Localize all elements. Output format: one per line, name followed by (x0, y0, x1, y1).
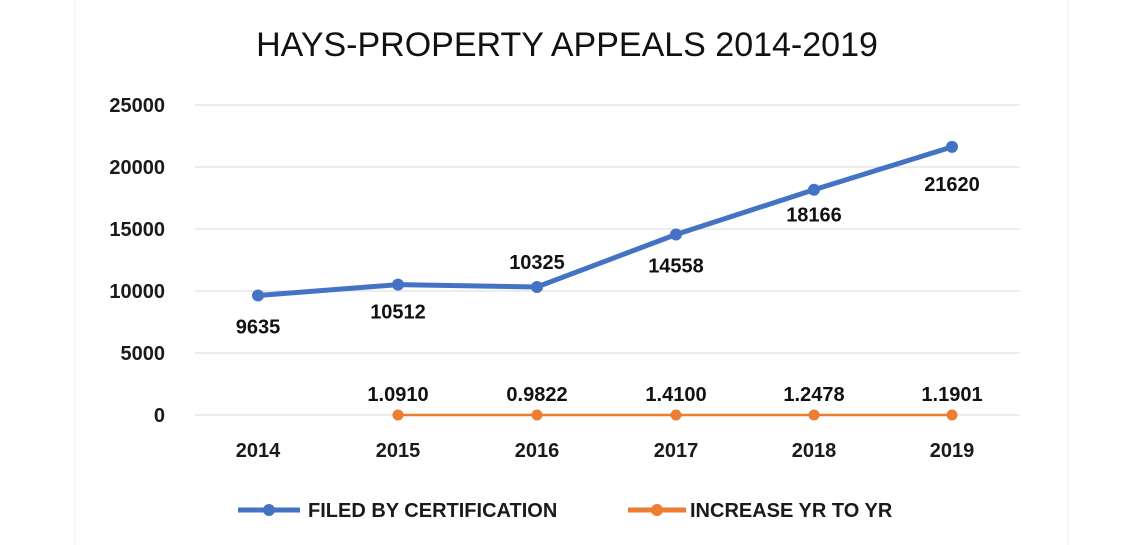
y-tick-label: 10000 (109, 281, 165, 303)
legend-marker (651, 504, 663, 516)
data-point (670, 409, 682, 421)
data-point (808, 183, 820, 196)
x-tick-label: 2014 (236, 440, 281, 462)
y-axis-tick-labels: 0 5000 10000 15000 20000 25000 (109, 95, 165, 427)
legend-marker (263, 504, 275, 516)
y-tick-label: 15000 (109, 219, 165, 241)
legend-item: INCREASE YR TO YR (628, 500, 893, 522)
data-label: 14558 (648, 255, 704, 277)
data-point (252, 289, 264, 302)
data-label: 9635 (236, 317, 281, 339)
legend-label: INCREASE YR TO YR (690, 500, 893, 522)
series-increase-yr-to-yr: 1.0910 0.9822 1.4100 1.2478 1.1901 (367, 384, 983, 421)
data-label: 1.4100 (645, 384, 706, 406)
x-tick-label: 2017 (654, 440, 699, 462)
data-label: 10325 (509, 252, 565, 274)
legend-item: FILED BY CERTIFICATION (238, 500, 557, 522)
x-tick-label: 2016 (515, 440, 560, 462)
series-filed-by-certification: 9635 10512 10325 14558 18166 21620 (236, 140, 980, 339)
series-layer: 9635 10512 10325 14558 18166 21620 1.0910 0.982… (236, 140, 983, 421)
y-tick-label: 5000 (121, 343, 166, 365)
x-tick-label: 2015 (376, 440, 421, 462)
series-line (257, 144, 953, 299)
x-tick-label: 2018 (792, 440, 837, 462)
legend: FILED BY CERTIFICATION INCREASE YR TO YR (238, 500, 893, 522)
y-tick-label: 25000 (109, 95, 165, 117)
y-tick-label: 20000 (109, 157, 165, 179)
x-axis-tick-labels: 2014 2015 2016 2017 2018 2019 (236, 440, 975, 462)
data-point (946, 140, 958, 153)
legend-label: FILED BY CERTIFICATION (308, 500, 557, 522)
data-label: 10512 (370, 302, 426, 324)
data-label: 1.0910 (367, 384, 428, 406)
data-point (392, 409, 404, 421)
data-label: 18166 (786, 205, 842, 227)
data-point (946, 409, 958, 421)
data-point (808, 409, 820, 421)
data-point (392, 278, 404, 291)
data-label: 0.9822 (506, 384, 567, 406)
data-label: 1.1901 (921, 384, 982, 406)
data-label: 1.2478 (783, 384, 844, 406)
x-tick-label: 2019 (930, 440, 975, 462)
y-tick-label: 0 (154, 405, 165, 427)
data-point (531, 280, 543, 293)
data-point (670, 228, 682, 241)
data-point (531, 409, 543, 421)
chart-title: HAYS-PROPERTY APPEALS 2014-2019 (256, 26, 878, 64)
data-label: 21620 (924, 174, 980, 196)
